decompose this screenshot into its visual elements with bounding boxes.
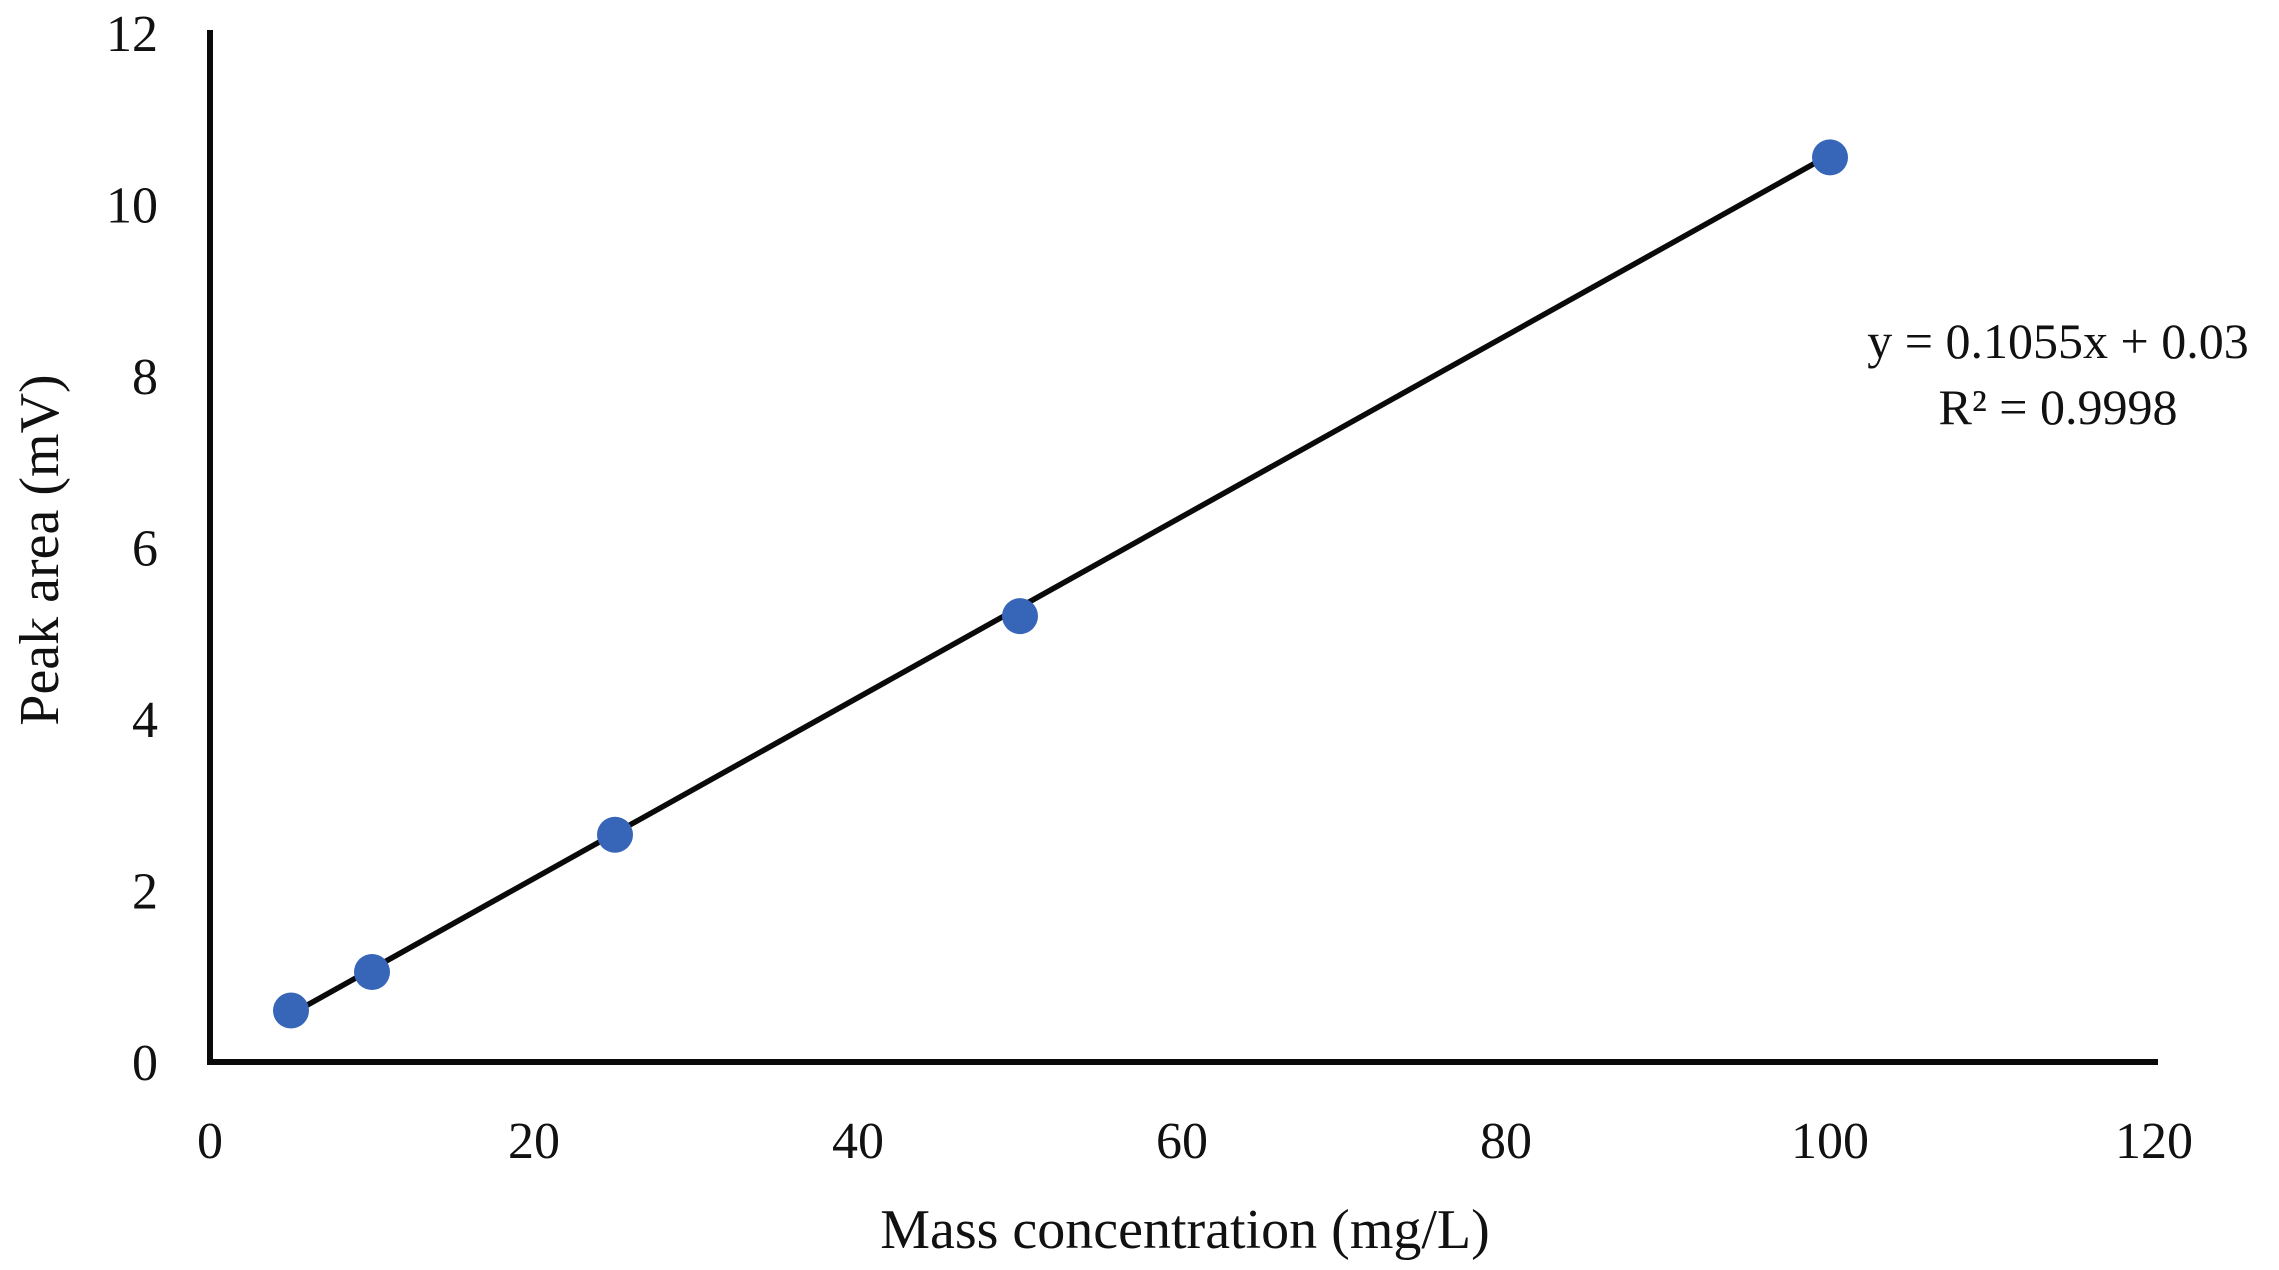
data-point — [273, 992, 309, 1029]
y-tick-label: 10 — [106, 178, 158, 235]
trendline — [288, 152, 1833, 1017]
x-tick-label: 0 — [197, 1113, 223, 1170]
data-points — [273, 139, 1848, 1029]
y-tick-label: 6 — [132, 521, 158, 578]
x-tick-label: 60 — [1156, 1113, 1208, 1170]
x-tick-label: 20 — [508, 1113, 560, 1170]
data-point — [354, 953, 390, 990]
r-squared-label: R² = 0.9998 — [1938, 379, 2177, 435]
x-tick-label: 100 — [1791, 1113, 1869, 1170]
x-tick-label: 120 — [2115, 1113, 2193, 1170]
x-tick-label: 80 — [1480, 1113, 1532, 1170]
data-point — [1002, 598, 1038, 635]
trendline-segment — [288, 152, 1833, 1017]
trendline-equation-label: y = 0.1055x + 0.03 — [1867, 313, 2248, 369]
axis-lines — [207, 30, 2158, 1065]
x-tick-label: 40 — [832, 1113, 884, 1170]
axes — [207, 30, 2158, 1065]
y-tick-label: 4 — [132, 692, 158, 749]
y-axis-title: Peak area (mV) — [9, 374, 71, 725]
y-tick-label: 0 — [132, 1035, 158, 1092]
y-tick-labels: 0 2 4 6 8 10 12 — [106, 6, 158, 1092]
y-tick-label: 8 — [132, 349, 158, 406]
x-axis-title: Mass concentration (mg/L) — [880, 1199, 1490, 1261]
data-point — [1812, 139, 1848, 176]
x-tick-labels: 0 20 40 60 80 100 120 — [197, 1113, 2193, 1170]
y-tick-label: 12 — [106, 6, 158, 63]
data-point — [597, 816, 633, 853]
y-tick-label: 2 — [132, 864, 158, 921]
